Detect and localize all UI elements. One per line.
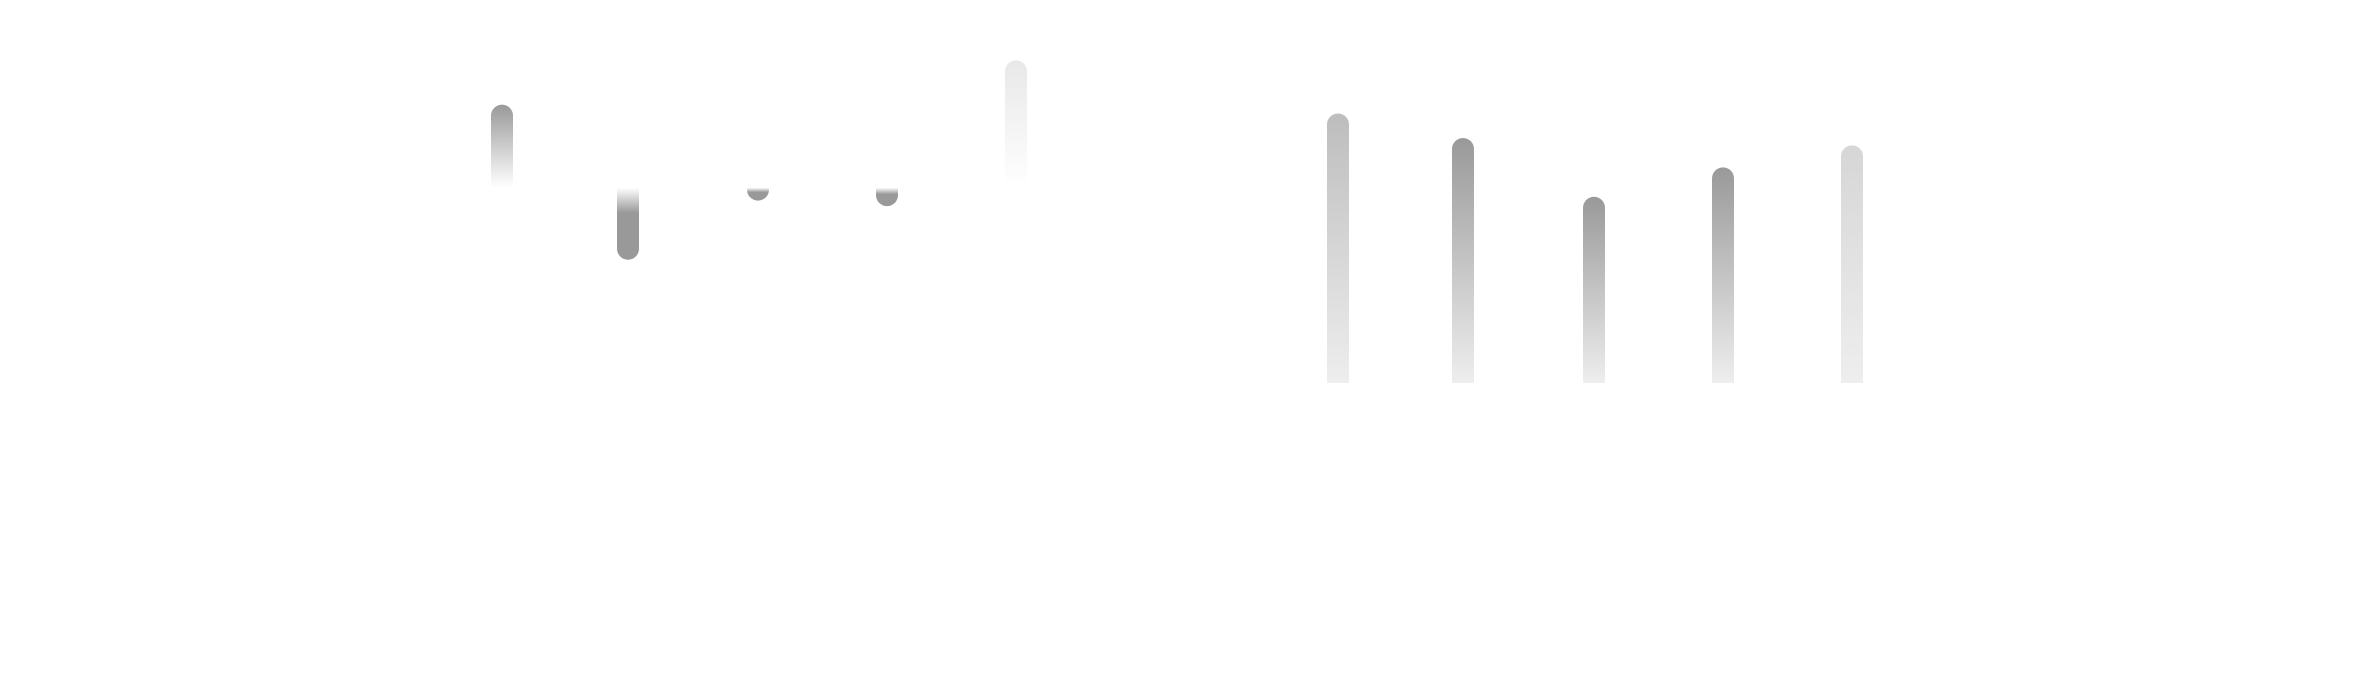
left-chart-bar-5 [1005,60,1027,188]
left-chart-bar-2 [617,187,639,260]
right-chart-bar-2 [1452,138,1474,383]
right-chart-bar-4 [1712,167,1734,383]
right-chart-bar-5 [1841,145,1863,383]
right-chart-bar-3 [1583,196,1605,383]
left-chart-bar-3 [747,187,769,201]
left-chart-bar-4 [876,187,898,207]
left-chart-panel [491,60,1027,260]
right-chart-bar-1 [1327,113,1349,383]
left-chart-bar-1 [491,104,513,188]
right-chart-panel [1327,113,1863,383]
